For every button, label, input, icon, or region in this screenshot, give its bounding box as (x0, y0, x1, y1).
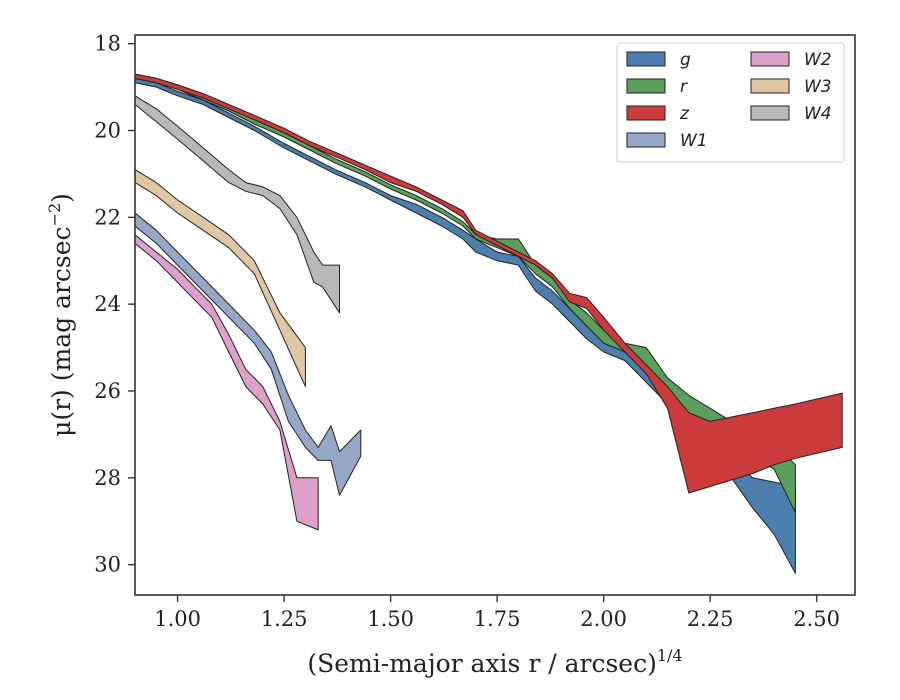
band-r-area (134, 73, 796, 513)
legend-swatch-w4 (750, 105, 790, 121)
band-z-area (134, 73, 843, 494)
x-tick-label: 1.25 (261, 607, 308, 631)
x-tick-label: 1.00 (154, 607, 201, 631)
y-tick-label: 22 (94, 205, 121, 229)
legend-swatch-g (626, 51, 666, 67)
x-axis-label: (Semi-major axis r / arcsec)1/4 (307, 646, 682, 678)
legend-swatch-r (626, 78, 666, 94)
legend-items: grz W1 W2 W3 W4 (626, 50, 832, 151)
y-tick-label: 28 (94, 466, 121, 490)
legend-swatch-w1 (626, 132, 666, 148)
x-tick-label: 1.75 (474, 607, 521, 631)
legend-label-g: g (680, 50, 691, 70)
band-w2-area (134, 234, 319, 531)
legend-label-w3: W3 (804, 77, 832, 97)
y-axis-label: μ(r) (mag arcsec−2) (45, 193, 76, 437)
band-w4-area (134, 95, 340, 314)
legend-swatch-z (626, 105, 666, 121)
x-tick-label: 1.50 (367, 607, 414, 631)
band-w3-area (134, 169, 306, 388)
legend-label-w4: W4 (804, 104, 832, 124)
y-axis-ticks: 18 20 22 24 26 28 30 (94, 32, 135, 577)
legend-label-z: z (679, 104, 690, 124)
legend-swatch-w2 (750, 51, 790, 67)
legend-label-r: r (680, 77, 688, 97)
legend-frame (616, 42, 845, 163)
y-tick-label: 24 (94, 292, 121, 316)
y-tick-label: 20 (94, 119, 121, 143)
band-areas (134, 73, 843, 574)
y-tick-label: 26 (94, 379, 121, 403)
plot-frame (134, 34, 856, 596)
legend-label-w2: W2 (804, 50, 832, 70)
y-tick-label: 30 (94, 553, 121, 577)
band-w1-area (134, 212, 362, 496)
band-g-area (134, 77, 796, 574)
legend-swatch-w3 (750, 78, 790, 94)
x-axis-ticks: 1.00 1.25 1.50 1.75 2.00 2.25 2.50 (154, 595, 840, 631)
legend-label-w1: W1 (680, 131, 708, 151)
x-tick-label: 2.25 (687, 607, 734, 631)
x-tick-label: 2.50 (793, 607, 840, 631)
y-tick-label: 18 (94, 32, 121, 56)
legend: grz W1 W2 W3 W4 (616, 42, 845, 163)
x-tick-label: 2.00 (580, 607, 627, 631)
